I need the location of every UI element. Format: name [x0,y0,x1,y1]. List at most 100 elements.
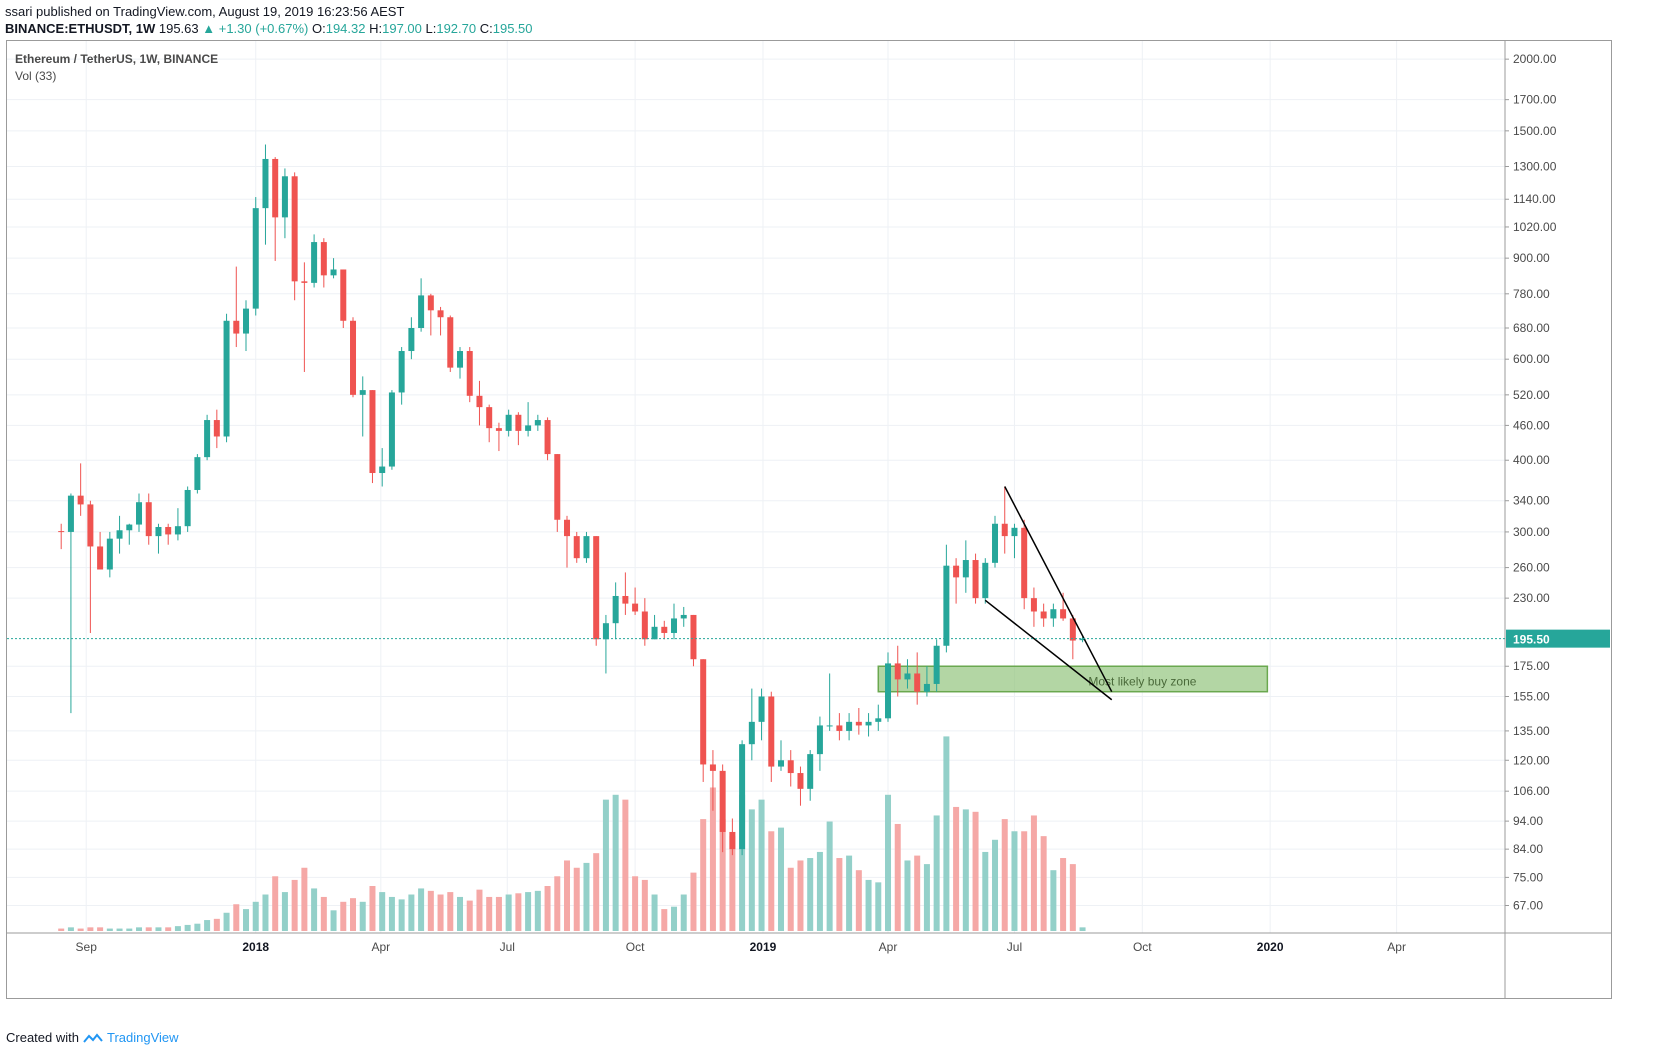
candle-body[interactable] [272,158,279,218]
candle-body[interactable] [846,721,853,731]
candle-body[interactable] [758,696,765,722]
candle-body[interactable] [165,526,172,535]
candle-body[interactable] [437,310,444,318]
candle-body[interactable] [982,562,989,599]
candle-body[interactable] [836,725,843,731]
candle-body[interactable] [778,760,785,767]
trend-line[interactable] [984,599,1113,701]
candle-body[interactable] [680,614,687,619]
candle-body[interactable] [291,176,298,282]
candle-body[interactable] [359,390,366,395]
candle-body[interactable] [1069,618,1076,641]
candle-body[interactable] [262,158,269,209]
candle-body[interactable] [671,618,678,633]
candle-body[interactable] [719,770,726,832]
candle-body[interactable] [184,489,191,527]
candle-body[interactable] [223,320,230,437]
candle-body[interactable] [748,721,755,745]
candle-body[interactable] [953,565,960,578]
candle-body[interactable] [923,683,930,692]
candle-body[interactable] [408,328,415,352]
candle-body[interactable] [116,530,123,539]
candle-body[interactable] [972,560,979,599]
candle-body[interactable] [427,295,434,311]
candle-body[interactable] [544,420,551,455]
candle-body[interactable] [1060,609,1067,619]
candle-body[interactable] [194,457,201,490]
candle-body[interactable] [398,351,405,393]
candle-body[interactable] [894,663,901,680]
candle-body[interactable] [875,718,882,722]
candle-body[interactable] [106,538,113,570]
candle-body[interactable] [807,754,814,789]
candle-body[interactable] [865,721,872,726]
candle-body[interactable] [855,721,862,726]
candle-body[interactable] [136,502,143,525]
candle-body[interactable] [174,526,181,535]
candle-body[interactable] [466,351,473,396]
candle-body[interactable] [943,565,950,646]
candle-body[interactable] [622,595,629,604]
candle-body[interactable] [583,536,590,559]
candle-body[interactable] [816,725,823,755]
candle-body[interactable] [1011,527,1018,537]
candle-body[interactable] [1021,527,1028,599]
candle-body[interactable] [252,208,259,309]
candle-body[interactable] [739,744,746,850]
candle-body[interactable] [661,626,668,633]
candle-body[interactable] [301,281,308,283]
candle-body[interactable] [700,659,707,765]
candle-body[interactable] [554,454,561,520]
candle-body[interactable] [525,425,532,431]
candle-body[interactable] [641,611,648,640]
candle-body[interactable] [126,524,133,531]
candle-body[interactable] [709,764,716,771]
candle-body[interactable] [204,420,211,458]
candle-body[interactable] [447,317,454,368]
candle-body[interactable] [632,603,639,612]
candle-body[interactable] [885,663,892,719]
candle-body[interactable] [690,614,697,660]
candle-body[interactable] [67,495,74,532]
candle-body[interactable] [486,407,493,429]
candle-body[interactable] [281,176,288,218]
candle-body[interactable] [77,495,84,505]
candle-body[interactable] [330,269,337,276]
candle-body[interactable] [155,526,162,537]
candle-body[interactable] [651,626,658,640]
candle-body[interactable] [1030,598,1037,612]
candle-body[interactable] [320,242,327,276]
candle-body[interactable] [515,414,522,431]
candle-body[interactable] [602,623,609,640]
candle-body[interactable] [213,420,220,437]
candle-body[interactable] [311,242,318,283]
candle-body[interactable] [573,536,580,559]
candle-body[interactable] [933,645,940,684]
candle-body[interactable] [1040,611,1047,619]
candle-body[interactable] [495,428,502,431]
candle-body[interactable] [612,595,619,624]
candle-body[interactable] [505,414,512,431]
candle-body[interactable] [243,308,250,334]
candle-body[interactable] [534,420,541,426]
candle-body[interactable] [593,536,600,640]
candle-body[interactable] [826,725,833,727]
candle-body[interactable] [476,395,483,408]
candle-body[interactable] [564,519,571,537]
candle-body[interactable] [1050,609,1057,619]
candle-body[interactable] [1001,523,1008,537]
trend-line[interactable] [1004,486,1113,693]
candle-body[interactable] [768,696,775,767]
candle-body[interactable] [145,502,152,537]
candle-body[interactable] [992,523,999,563]
candle-body[interactable] [457,351,464,368]
candle-body[interactable] [350,320,357,395]
candle-body[interactable] [1079,638,1086,641]
candle-body[interactable] [388,392,395,467]
candle-body[interactable] [87,504,94,547]
chart-canvas[interactable]: Most likely buy zone 2000.00 1700.00 1500.0… [7,41,1611,998]
candle-body[interactable] [962,560,969,578]
candle-body[interactable] [787,760,794,774]
buy-zone-rectangle[interactable] [877,665,1269,693]
candle-body[interactable] [58,531,65,533]
